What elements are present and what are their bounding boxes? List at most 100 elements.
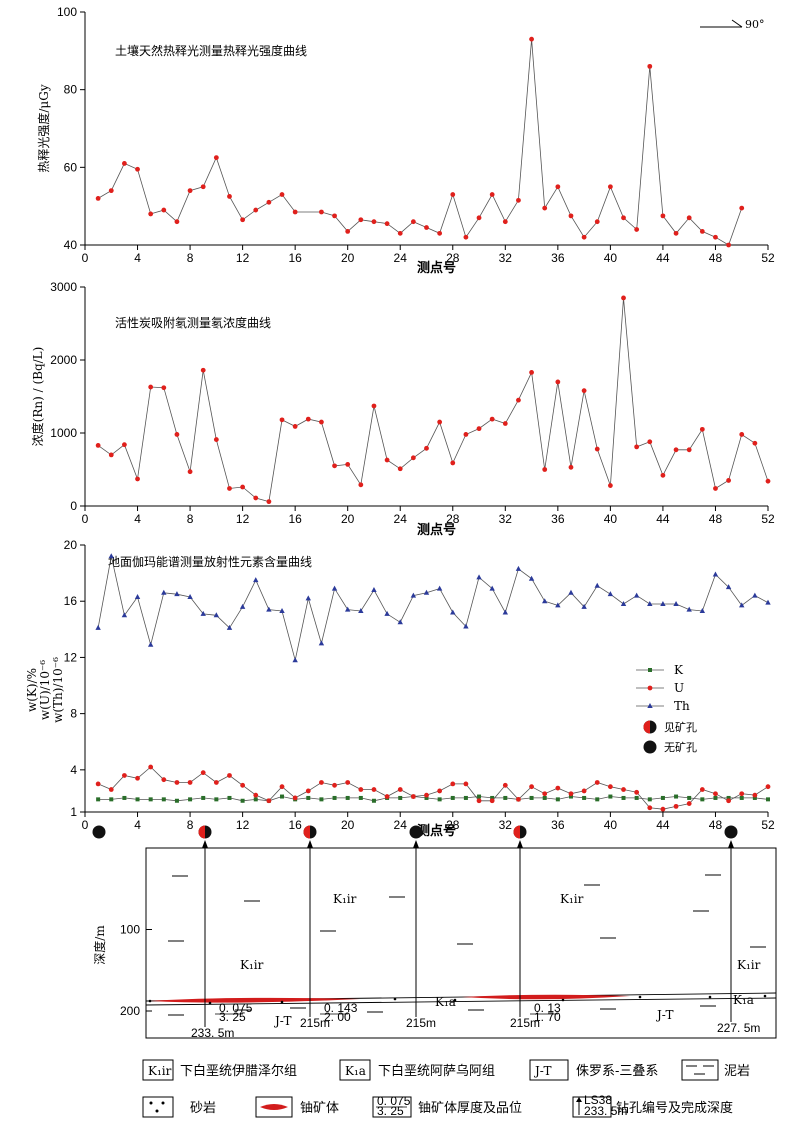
ore-hole-icon bbox=[198, 825, 212, 839]
data-point bbox=[621, 295, 626, 301]
sandstone-dot bbox=[393, 997, 397, 1001]
grade-bottom: 3. 25 bbox=[219, 1010, 246, 1024]
ore-hole-icon bbox=[643, 720, 657, 734]
data-point bbox=[713, 486, 718, 491]
ore-body bbox=[150, 997, 360, 1003]
drill-depth-label: 227. 5m bbox=[717, 1021, 760, 1035]
drill-arrow-icon bbox=[517, 840, 523, 848]
x-tick-label: 0 bbox=[82, 818, 89, 832]
data-point bbox=[161, 797, 166, 802]
data-point bbox=[476, 798, 482, 804]
y-tick-label: 2000 bbox=[50, 353, 77, 367]
drill-hole: 227. 5m bbox=[717, 840, 760, 1035]
data-point bbox=[148, 797, 153, 802]
data-point bbox=[595, 797, 600, 802]
data-point bbox=[398, 795, 403, 800]
data-point bbox=[135, 476, 140, 482]
x-tick-label: 24 bbox=[394, 512, 408, 526]
data-point bbox=[568, 213, 574, 219]
data-point bbox=[397, 230, 403, 236]
legend-ore: 铀矿体 bbox=[300, 1101, 339, 1116]
grade-top: 0. 143 bbox=[324, 1001, 358, 1015]
sandstone-dot bbox=[155, 1109, 159, 1113]
data-point bbox=[502, 421, 508, 426]
legend-k1a-desc: 下白垩统阿萨乌阿组 bbox=[378, 1063, 495, 1079]
series-1 bbox=[95, 295, 771, 505]
data-point bbox=[424, 225, 429, 230]
x-tick-label: 20 bbox=[341, 818, 355, 832]
data-point bbox=[135, 775, 140, 781]
contact-line bbox=[145, 997, 777, 1006]
chart-title: 活性炭吸附氡测量氡浓度曲线 bbox=[115, 315, 271, 330]
x-tick-label: 44 bbox=[656, 512, 670, 526]
data-point bbox=[686, 606, 692, 612]
hole-circle bbox=[92, 825, 106, 839]
data-point bbox=[318, 640, 325, 646]
data-point bbox=[699, 787, 705, 792]
data-point bbox=[581, 234, 587, 240]
hole-circle bbox=[643, 740, 657, 754]
data-point bbox=[528, 575, 535, 581]
data-point bbox=[227, 194, 232, 199]
data-point bbox=[477, 794, 482, 799]
grade-top: 0. 13 bbox=[534, 1001, 561, 1015]
y-axis-label: w(U)/10⁻⁶ bbox=[38, 660, 52, 720]
data-point bbox=[515, 565, 522, 571]
x-tick-label: 8 bbox=[187, 251, 194, 265]
data-point bbox=[555, 785, 561, 791]
y-tick-label: 4 bbox=[70, 763, 77, 777]
legend-jt-desc: 侏罗系-三叠系 bbox=[576, 1064, 658, 1079]
data-point bbox=[581, 388, 587, 394]
data-point bbox=[436, 585, 443, 591]
data-point bbox=[280, 794, 285, 799]
x-tick-label: 24 bbox=[394, 251, 408, 265]
data-point bbox=[345, 780, 351, 785]
data-point bbox=[226, 624, 233, 630]
data-point bbox=[253, 577, 259, 583]
panel-1: 0 4 8 12 16 20 24 28 32 36 40 44 48 52406080100土壤天然热释… bbox=[36, 5, 775, 276]
data-point bbox=[568, 794, 573, 799]
data-point bbox=[108, 553, 114, 559]
data-point bbox=[660, 601, 666, 607]
data-point bbox=[292, 795, 298, 801]
data-point bbox=[121, 612, 128, 618]
data-point bbox=[752, 592, 758, 598]
data-point bbox=[266, 499, 272, 505]
hole-half bbox=[198, 825, 205, 839]
data-point bbox=[739, 795, 744, 800]
data-point bbox=[239, 603, 246, 609]
data-point bbox=[674, 794, 679, 799]
legend-jt: J-T bbox=[533, 1064, 551, 1078]
hole-half bbox=[303, 825, 310, 839]
data-point bbox=[529, 784, 534, 790]
x-tick-label: 4 bbox=[134, 818, 141, 832]
depth-tick-label: 100 bbox=[120, 923, 140, 937]
legend-box bbox=[142, 1059, 174, 1081]
ore-hole-icon bbox=[513, 825, 527, 839]
legend-label: U bbox=[674, 681, 684, 695]
data-point bbox=[344, 606, 351, 612]
orientation-line bbox=[731, 19, 743, 28]
data-point bbox=[713, 795, 718, 800]
data-point bbox=[345, 795, 350, 800]
depth-axis-label: 深度/m bbox=[92, 925, 107, 965]
data-point bbox=[476, 574, 482, 580]
data-point bbox=[582, 795, 587, 800]
data-point bbox=[213, 155, 219, 161]
y-tick-label: 80 bbox=[64, 83, 78, 97]
data-point bbox=[700, 797, 705, 802]
data-point bbox=[213, 437, 219, 442]
grade-top: 0. 075 bbox=[219, 1001, 253, 1015]
x-tick-label: 44 bbox=[656, 251, 670, 265]
data-point bbox=[647, 805, 653, 811]
stratum-label: K₁ir bbox=[737, 958, 761, 972]
data-point bbox=[358, 608, 364, 614]
sandstone-dot bbox=[149, 1101, 153, 1105]
data-point bbox=[607, 184, 613, 190]
y-axis-label: w(K)/% bbox=[25, 668, 39, 712]
y-tick-label: 60 bbox=[64, 160, 78, 174]
hole-circle bbox=[724, 825, 738, 839]
